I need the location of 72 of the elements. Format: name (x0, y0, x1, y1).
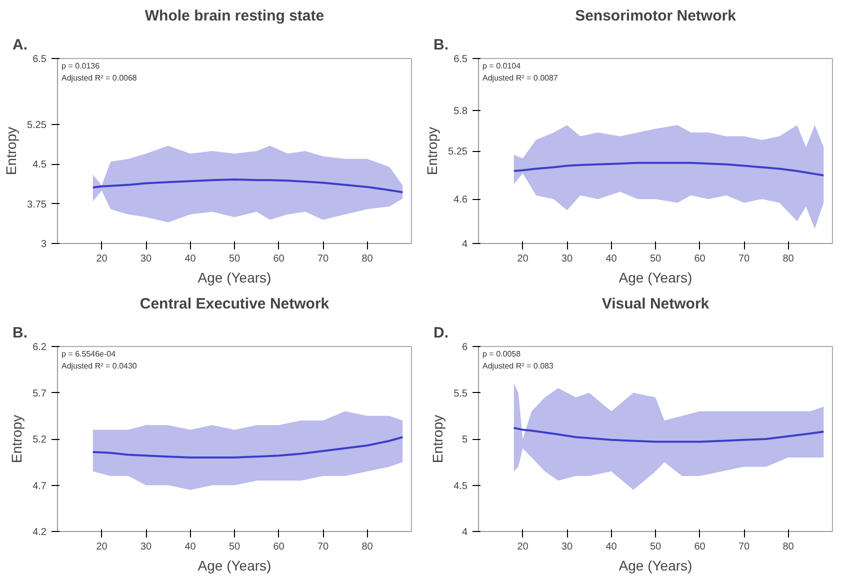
y-tick-label: 6.5 (32, 54, 47, 65)
x-axis-title: Age (Years) (198, 558, 272, 574)
y-tick-label: 5.7 (32, 388, 47, 400)
x-tick-label: 40 (606, 254, 618, 264)
x-tick-label: 80 (782, 542, 794, 552)
x-tick-label: 20 (517, 542, 529, 552)
y-axis-title: Entropy (8, 414, 25, 464)
y-tick-label: 6.5 (454, 54, 468, 65)
y-tick-label: 5.5 (454, 388, 468, 400)
x-tick-label: 70 (317, 542, 329, 552)
x-tick-label: 70 (738, 542, 750, 552)
x-tick-label: 30 (561, 542, 573, 552)
x-tick-label: 30 (140, 542, 152, 552)
y-tick-label: 6.2 (32, 342, 47, 353)
text: B. (12, 324, 28, 342)
annotation: p = 0.0058 (482, 350, 522, 358)
x-axis-title: Age (Years) (198, 270, 272, 286)
x-tick-label: 80 (362, 542, 374, 552)
annotation: Adjusted R² = 0.0430 (62, 362, 138, 370)
x-tick-label: 70 (317, 254, 329, 264)
text: D. (434, 324, 448, 342)
x-axis-title: Age (Years) (618, 558, 692, 574)
text: A. (12, 36, 28, 54)
y-tick-label: 5.2 (32, 434, 47, 446)
x-tick-label: 60 (273, 254, 285, 264)
x-tick-label: 30 (140, 254, 152, 264)
x-axis-title: Age (Years) (618, 270, 692, 286)
x-tick-label: 60 (694, 542, 706, 552)
y-tick-label: 3.75 (27, 199, 47, 210)
x-tick-label: 20 (517, 254, 529, 264)
chart-title: Sensorimotor Network (575, 8, 737, 24)
y-tick-label: 4.5 (454, 480, 468, 492)
y-tick-label: 5.25 (448, 146, 468, 158)
annotation: p = 6.5546e-04 (62, 350, 116, 358)
y-tick-label: 4.6 (454, 194, 468, 206)
annotation: Adjusted R² = 0.0068 (62, 74, 138, 82)
x-tick-label: 50 (650, 254, 662, 264)
x-tick-label: 60 (694, 254, 706, 264)
chart-title: Whole brain resting state (144, 8, 324, 24)
x-tick-label: 20 (96, 254, 108, 264)
annotation: Adjusted R² = 0.0087 (482, 74, 558, 82)
x-tick-label: 40 (184, 542, 196, 552)
y-tick-label: 3 (40, 239, 47, 250)
x-tick-label: 40 (606, 542, 618, 552)
x-tick-label: 20 (96, 542, 108, 552)
y-tick-label: 4 (462, 527, 468, 538)
annotation: Adjusted R² = 0.083 (482, 362, 554, 370)
text: B. (434, 36, 448, 54)
x-tick-label: 50 (650, 542, 662, 552)
annotation: p = 0.0104 (482, 62, 522, 70)
x-tick-label: 70 (738, 254, 750, 264)
y-tick-label: 5.25 (27, 120, 47, 132)
chart-title: Visual Network (602, 296, 710, 312)
chart-title: Central Executive Network (140, 296, 330, 312)
y-tick-label: 4 (462, 239, 468, 250)
annotation: p = 0.0136 (62, 62, 100, 70)
y-axis-title: Entropy (430, 414, 446, 464)
y-tick-label: 4.7 (32, 480, 47, 492)
x-tick-label: 60 (273, 542, 285, 552)
x-tick-label: 80 (782, 254, 794, 264)
x-tick-label: 80 (362, 254, 374, 264)
y-tick-label: 6 (462, 342, 468, 353)
y-tick-label: 5.8 (454, 106, 468, 117)
y-tick-label: 4.5 (32, 160, 47, 171)
x-tick-label: 50 (228, 542, 240, 552)
y-tick-label: 4.2 (32, 527, 47, 538)
y-axis-title: Entropy (424, 126, 440, 176)
y-tick-label: 5 (462, 434, 468, 446)
y-axis-title: Entropy (3, 126, 20, 176)
x-tick-label: 50 (228, 254, 240, 264)
x-tick-label: 40 (184, 254, 196, 264)
x-tick-label: 30 (561, 254, 573, 264)
